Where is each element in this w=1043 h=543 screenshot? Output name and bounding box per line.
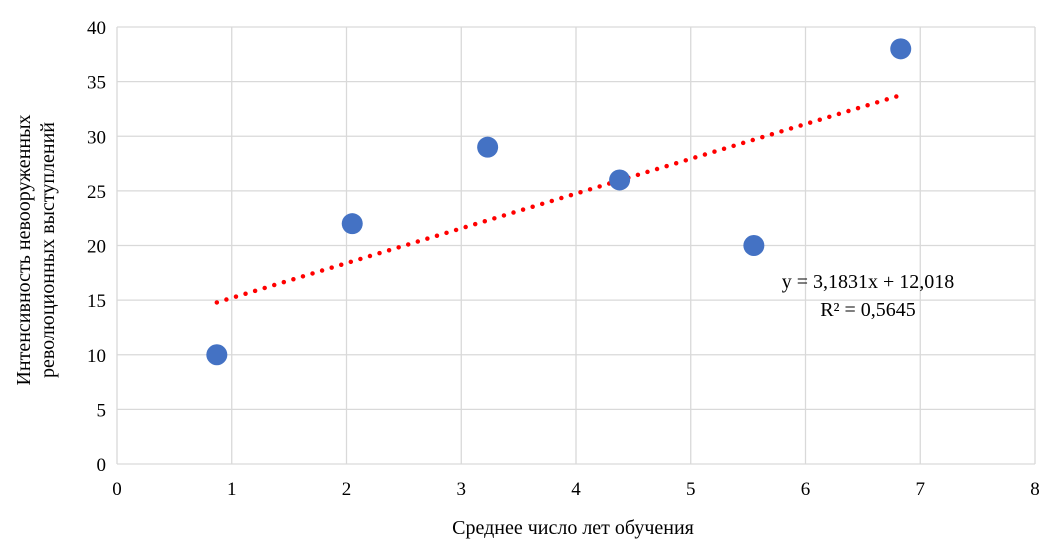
y-tick-label: 30 [87, 127, 106, 148]
y-tick-label: 0 [97, 455, 107, 476]
data-point [609, 169, 631, 191]
x-tick-label: 5 [686, 479, 696, 500]
x-tick-labels: 0 1 2 3 4 5 6 7 8 [112, 479, 1040, 500]
y-axis-title: Интенсивность невооруженных революционны… [13, 114, 59, 385]
data-point [477, 136, 499, 158]
data-point [890, 38, 912, 60]
y-tick-label: 5 [97, 400, 107, 421]
x-tick-label: 7 [916, 479, 926, 500]
x-tick-label: 1 [227, 479, 237, 500]
y-tick-label: 15 [87, 291, 106, 312]
grid [116, 26, 1036, 465]
y-tick-label: 10 [87, 346, 106, 367]
trendline [214, 92, 903, 305]
x-tick-label: 3 [457, 479, 467, 500]
y-tick-label: 40 [87, 18, 106, 39]
x-tick-label: 8 [1030, 479, 1040, 500]
y-tick-labels: 0 5 10 15 20 25 30 35 40 [87, 18, 106, 476]
x-axis-title: Среднее число лет обучения [452, 517, 694, 539]
data-point [341, 213, 363, 235]
trendline-equation: y = 3,1831x + 12,018 [782, 271, 955, 293]
y-axis-title-line-2: революционных выступлений [37, 122, 59, 378]
y-tick-label: 35 [87, 73, 106, 94]
y-tick-label: 20 [87, 237, 106, 258]
data-points [206, 38, 912, 366]
y-axis-title-line-1: Интенсивность невооруженных [13, 114, 35, 385]
x-tick-label: 2 [342, 479, 352, 500]
x-tick-label: 0 [112, 479, 122, 500]
y-tick-label: 25 [87, 182, 106, 203]
r-squared-label: R² = 0,5645 [820, 299, 916, 321]
x-tick-label: 6 [801, 479, 811, 500]
data-point [743, 235, 765, 256]
data-point [206, 344, 228, 366]
x-tick-label: 4 [571, 479, 581, 500]
trendline-layer [214, 92, 903, 305]
